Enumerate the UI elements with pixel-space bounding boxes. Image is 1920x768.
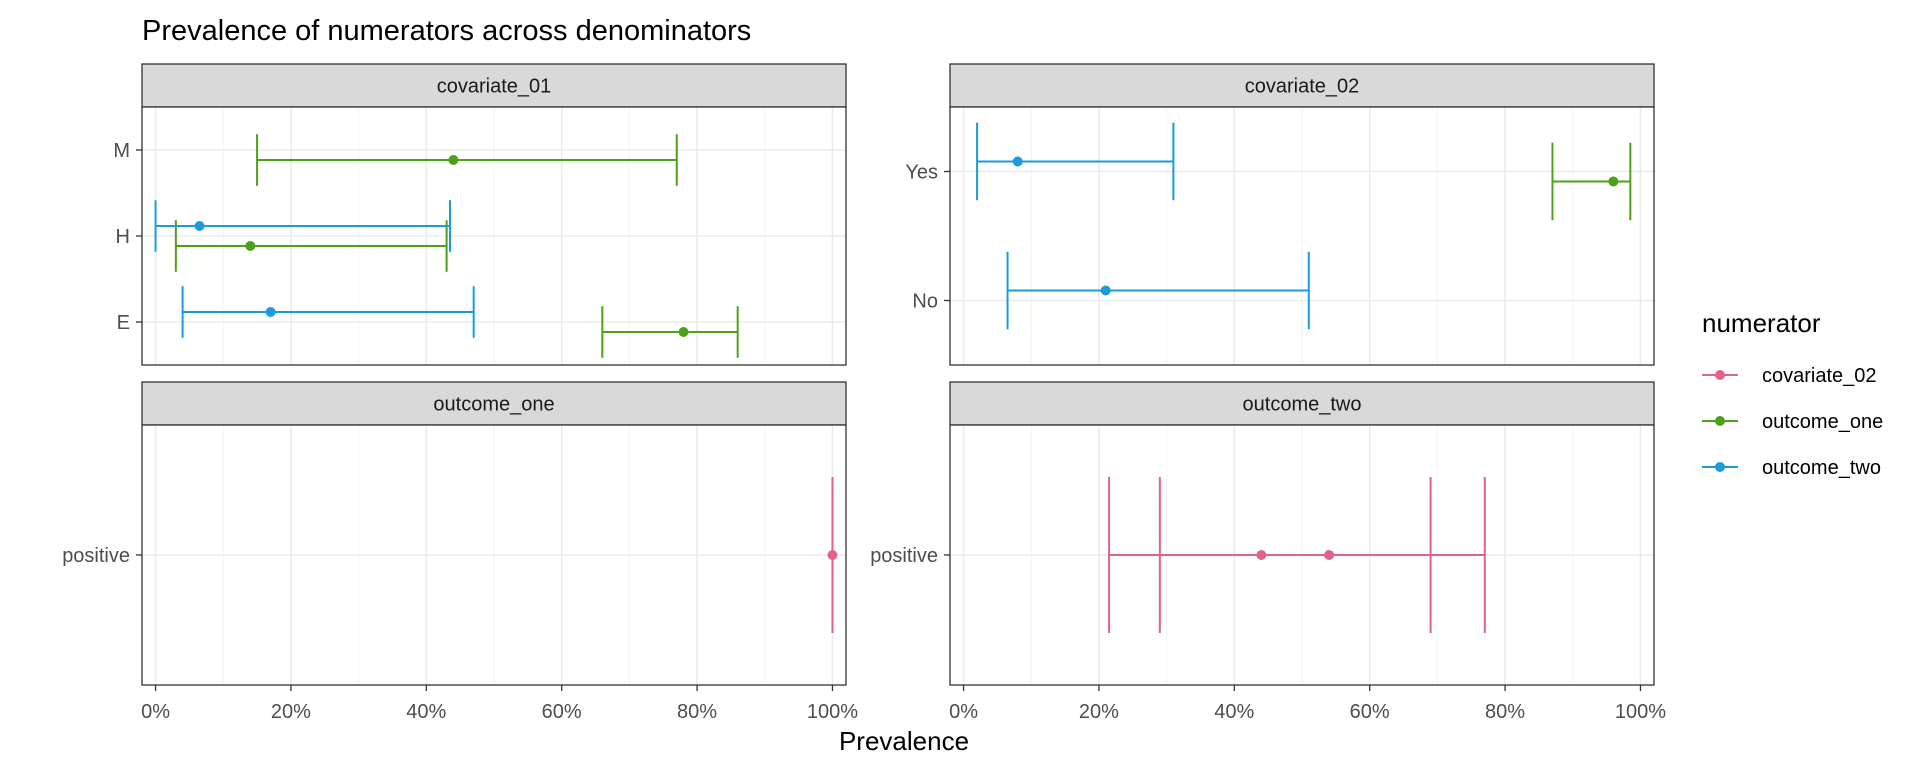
errorbar-outcome_two-H <box>154 200 451 252</box>
y-tick-label: E <box>117 312 130 334</box>
x-tick-label: 40% <box>1214 701 1254 723</box>
facet-strip-label: covariate_02 <box>1245 76 1360 98</box>
panel-outcome_two: outcome_two positive 0% 20% 40% 60% 80% 100% <box>870 381 1666 723</box>
legend-label: outcome_two <box>1762 457 1881 479</box>
panel-covariate_01: covariate_01 E H M <box>113 63 847 366</box>
x-tick-label: 0% <box>949 701 978 723</box>
facet-strip <box>949 63 1655 108</box>
errorbar-outcome_two-Yes <box>976 122 1175 201</box>
errorbar-outcome_one-H <box>174 220 448 272</box>
legend-key-point <box>1715 416 1725 426</box>
errorbar-outcome_one-M <box>256 134 678 186</box>
facet-strip-label: outcome_two <box>1243 394 1362 416</box>
point-outcome_two-Yes <box>1012 156 1023 167</box>
point-covariate_02-positive <box>1324 550 1335 560</box>
legend-key-point <box>1715 370 1725 380</box>
x-tick-label: 40% <box>406 701 446 723</box>
x-tick-label: 100% <box>1615 701 1666 723</box>
point-outcome_one-H <box>245 241 256 251</box>
legend: numerator covariate_02 outcome_one outcome_… <box>1702 308 1883 479</box>
facet-strip-label: outcome_one <box>433 394 554 416</box>
point-outcome_one-M <box>448 155 459 165</box>
y-tick-label: positive <box>62 545 130 567</box>
x-tick-label: 80% <box>1485 701 1525 723</box>
y-tick-label: H <box>116 226 130 248</box>
legend-item-outcome_one: outcome_one <box>1702 411 1883 433</box>
point-outcome_one-Yes <box>1608 176 1619 187</box>
panel-covariate_02: covariate_02 No Yes <box>905 63 1655 366</box>
errorbar-outcome_two-E <box>181 286 475 338</box>
facet-strip <box>949 381 1655 426</box>
point-outcome_two-No <box>1100 285 1111 296</box>
panel-border <box>949 106 1655 366</box>
x-tick-label: 20% <box>1079 701 1119 723</box>
x-tick-label: 20% <box>271 701 311 723</box>
errorbar-outcome_two-No <box>1006 251 1310 330</box>
legend-label: outcome_one <box>1762 411 1883 433</box>
x-tick-label: 80% <box>677 701 717 723</box>
errorbar-outcome_one-Yes <box>1551 142 1632 221</box>
facet-strip <box>141 63 847 108</box>
y-tick-label: positive <box>870 545 938 567</box>
legend-label: covariate_02 <box>1762 365 1877 387</box>
y-tick-label: No <box>912 291 938 313</box>
point-outcome_two-E <box>265 307 276 317</box>
x-tick-label: 0% <box>141 701 170 723</box>
y-tick-label: Yes <box>905 162 938 184</box>
point-outcome_one-E <box>678 327 689 337</box>
panel-outcome_one: outcome_one positive 0% 20% 40% 60% 80% 100% <box>62 381 858 723</box>
x-tick-label: 60% <box>542 701 582 723</box>
point-outcome_two-H <box>194 221 205 231</box>
x-axis-title: Prevalence <box>839 726 969 756</box>
legend-item-covariate_02: covariate_02 <box>1702 365 1877 387</box>
facet-strip <box>141 381 847 426</box>
legend-title: numerator <box>1702 308 1821 338</box>
legend-item-outcome_two: outcome_two <box>1702 457 1881 479</box>
chart-title: Prevalence of numerators across denomina… <box>142 15 751 47</box>
facet-strip-label: covariate_01 <box>437 76 552 98</box>
x-tick-label: 100% <box>807 701 858 723</box>
errorbar-covariate_02-positive <box>827 477 838 633</box>
errorbar-outcome_one-E <box>601 306 739 358</box>
x-tick-label: 60% <box>1350 701 1390 723</box>
errorbar-covariate_02-positive <box>1158 477 1486 633</box>
y-tick-label: M <box>113 140 130 162</box>
legend-key-point <box>1715 462 1725 472</box>
point-covariate_02-positive <box>827 550 838 560</box>
